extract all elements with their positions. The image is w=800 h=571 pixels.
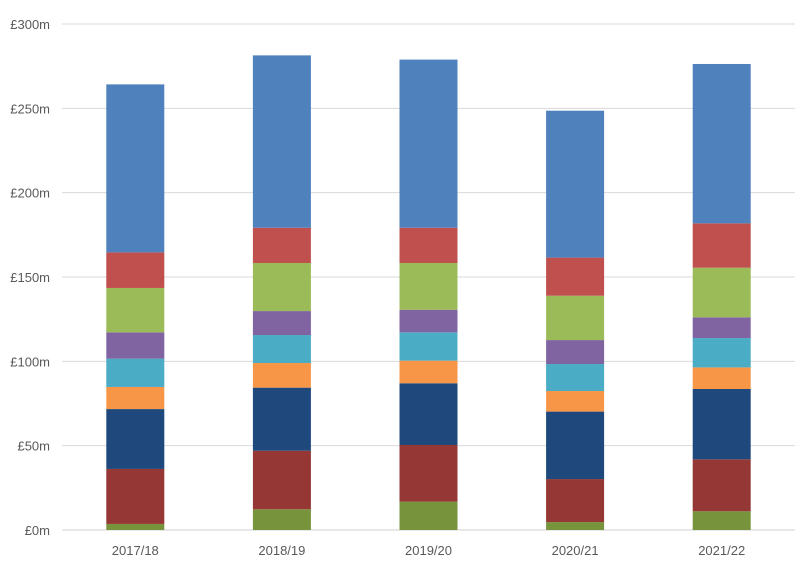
bar-segment-2021-22-s5 [692, 338, 751, 368]
bar-segment-2020-21-s3 [546, 411, 605, 480]
bar-segment-2018-19-s6 [252, 311, 311, 336]
bar-segment-2021-22-s4 [692, 367, 751, 389]
bar-segment-2019-20-s8 [399, 227, 458, 264]
bar-segment-2021-22-s6 [692, 317, 751, 339]
bar-segment-2021-22-s2 [692, 459, 751, 512]
x-axis-ticks: 2017/18 2018/19 2019/20 2020/21 2021/22 [112, 543, 745, 558]
y-tick-label: £150m [10, 270, 50, 285]
bar-segment-2018-19-s2 [252, 450, 311, 510]
bar-segment-2018-19-s9 [252, 55, 311, 228]
bar-segment-2019-20-s7 [399, 263, 458, 310]
bar-segment-2019-20-s2 [399, 444, 458, 502]
bar-segment-2018-19-s4 [252, 363, 311, 388]
bar-segment-2021-22-s3 [692, 388, 751, 460]
x-tick-label: 2020/21 [552, 543, 599, 558]
bar-segment-2018-19-s8 [252, 227, 311, 264]
y-axis-ticks: £0m £50m £100m £150m £200m £250m £300m [10, 17, 50, 538]
bar-segment-2020-21-s7 [546, 295, 605, 341]
bar-segment-2018-19-s7 [252, 263, 311, 312]
bar-segment-2020-21-s1 [546, 522, 605, 530]
bar-segment-2018-19-s3 [252, 387, 311, 451]
bar-segment-2020-21-s4 [546, 391, 605, 412]
x-tick-label: 2021/22 [698, 543, 745, 558]
bar-segment-2017-18-s5 [106, 358, 165, 387]
bar-segment-2019-20-s9 [399, 59, 458, 228]
y-tick-label: £100m [10, 354, 50, 369]
bar-segment-2020-21-s8 [546, 257, 605, 296]
bar-segment-2017-18-s6 [106, 332, 165, 359]
y-tick-label: £250m [10, 101, 50, 116]
bar-segment-2018-19-s1 [252, 509, 311, 530]
bar-segment-2019-20-s5 [399, 332, 458, 361]
bar-segment-2021-22-s7 [692, 267, 751, 318]
x-tick-label: 2019/20 [405, 543, 452, 558]
bar-segment-2017-18-s8 [106, 252, 165, 288]
bar-segment-2017-18-s2 [106, 468, 165, 524]
bar-segment-2021-22-s1 [692, 511, 751, 530]
bar-segment-2017-18-s1 [106, 523, 165, 530]
bar-segment-2019-20-s3 [399, 383, 458, 445]
bars [106, 55, 751, 530]
bar-segment-2017-18-s4 [106, 386, 165, 410]
y-tick-label: £200m [10, 186, 50, 201]
bar-segment-2017-18-s3 [106, 409, 165, 469]
y-tick-label: £0m [25, 523, 50, 538]
bar-segment-2017-18-s9 [106, 84, 165, 253]
bar-segment-2020-21-s2 [546, 479, 605, 523]
bar-segment-2018-19-s5 [252, 335, 311, 364]
bar-segment-2019-20-s6 [399, 309, 458, 333]
bar-segment-2021-22-s8 [692, 223, 751, 268]
bar-segment-2019-20-s4 [399, 360, 458, 384]
y-tick-label: £300m [10, 17, 50, 32]
x-tick-label: 2017/18 [112, 543, 159, 558]
bar-segment-2017-18-s7 [106, 287, 165, 333]
bar-segment-2020-21-s5 [546, 364, 605, 392]
bar-segment-2020-21-s9 [546, 110, 605, 258]
bar-segment-2020-21-s6 [546, 340, 605, 365]
y-tick-label: £50m [17, 439, 50, 454]
bar-segment-2019-20-s1 [399, 501, 458, 530]
x-tick-label: 2018/19 [258, 543, 305, 558]
bar-segment-2021-22-s9 [692, 63, 751, 224]
